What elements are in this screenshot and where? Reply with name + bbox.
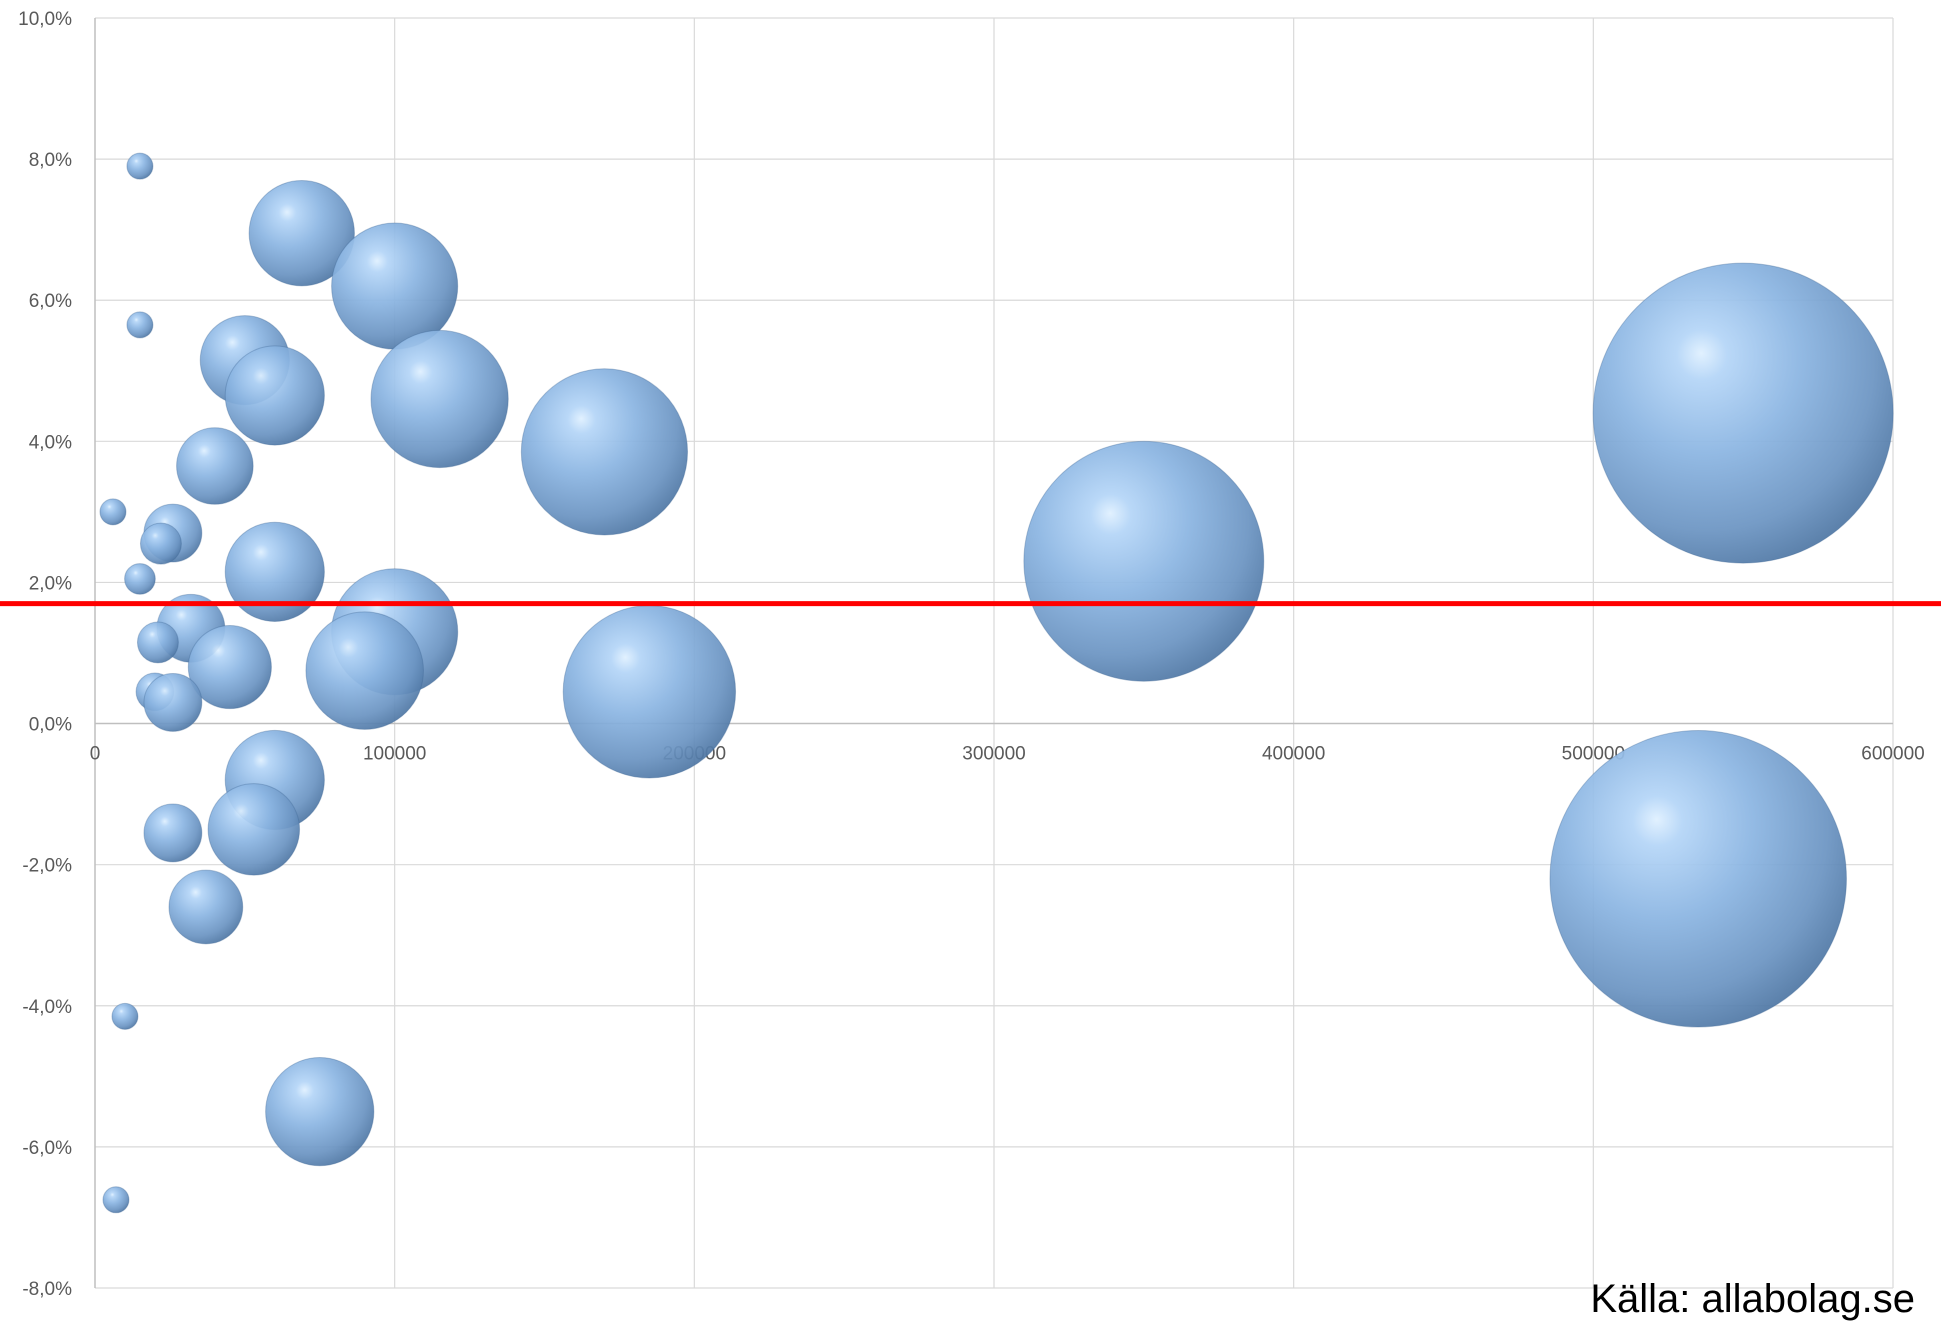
y-tick-label: -2,0%	[22, 856, 72, 877]
x-tick-label: 400000	[1262, 744, 1325, 765]
bubble	[143, 803, 203, 863]
bubble	[305, 611, 424, 730]
x-tick-label: 300000	[962, 744, 1025, 765]
y-tick-label: 4,0%	[29, 432, 72, 453]
bubble	[224, 521, 325, 622]
bubble	[1023, 440, 1265, 682]
bubble	[168, 869, 244, 945]
bubble	[99, 498, 127, 526]
bubble	[224, 345, 325, 446]
bubble	[126, 152, 154, 180]
axes	[94, 18, 1893, 1288]
bubble	[176, 427, 254, 505]
bubble	[111, 1002, 139, 1030]
bubble	[207, 783, 301, 876]
x-tick-label: 100000	[363, 744, 426, 765]
y-tick-label: 10,0%	[18, 9, 72, 30]
y-tick-label: -4,0%	[22, 997, 72, 1018]
bubble	[187, 625, 272, 710]
y-tick-label: 8,0%	[29, 150, 72, 171]
bubble	[126, 311, 154, 339]
y-tick-label: 2,0%	[29, 573, 72, 594]
x-tick-label: 0	[90, 744, 101, 765]
y-tick-label: -6,0%	[22, 1138, 72, 1159]
bubble	[1549, 730, 1847, 1028]
y-axis-tick-labels: -8,0% -6,0% -4,0% -2,0% 0,0% 2,0% 4,0% 6,0% 8,0%…	[18, 9, 72, 1300]
bubble	[136, 621, 179, 664]
bubble	[370, 329, 509, 469]
bubble	[562, 605, 737, 779]
y-tick-label: -8,0%	[22, 1279, 72, 1300]
y-tick-label: 6,0%	[29, 291, 72, 312]
y-tick-label: 0,0%	[29, 715, 72, 736]
bubble	[139, 522, 182, 565]
bubbles	[99, 152, 1894, 1214]
bubble	[248, 180, 355, 287]
bubble	[265, 1056, 375, 1167]
source-note: Källa: allabolag.se	[1590, 1277, 1915, 1321]
bubble	[143, 672, 203, 732]
bubble	[1592, 262, 1894, 564]
x-tick-label: 500000	[1562, 744, 1625, 765]
bubble	[520, 368, 689, 536]
bubble	[102, 1186, 130, 1214]
x-tick-label: 600000	[1861, 744, 1924, 765]
bubble	[124, 563, 156, 595]
